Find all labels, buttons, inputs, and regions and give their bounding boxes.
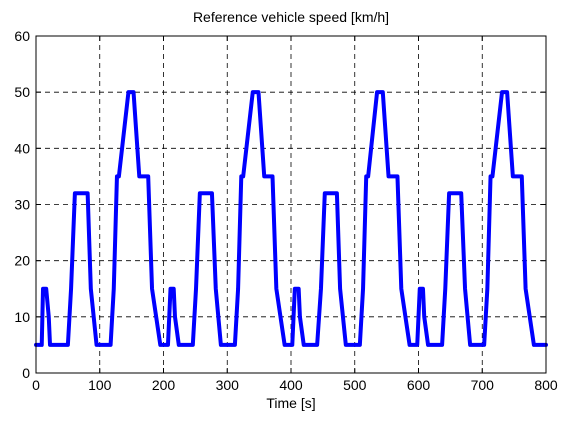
x-tick-label: 0	[32, 377, 40, 393]
y-tick-label: 60	[14, 28, 30, 44]
series-layer	[34, 90, 548, 347]
x-tick-label: 500	[343, 377, 367, 393]
speed-series-line	[34, 90, 548, 347]
chart-title: Reference vehicle speed [km/h]	[193, 9, 389, 25]
x-tick-label: 100	[88, 377, 112, 393]
x-tick-label: 200	[152, 377, 176, 393]
y-tick-label: 0	[22, 365, 30, 381]
x-tick-label: 300	[216, 377, 240, 393]
y-tick-label: 50	[14, 84, 30, 100]
y-tick-label: 10	[14, 309, 30, 325]
x-tick-label: 800	[534, 377, 558, 393]
y-tick-label: 20	[14, 253, 30, 269]
y-tick-label: 30	[14, 197, 30, 213]
x-tick-label: 600	[407, 377, 431, 393]
x-tick-label: 700	[471, 377, 495, 393]
ticks: 0 100 200 300 400 500 600 700 800 0 10 20 30 40 50 60	[14, 28, 557, 393]
x-axis-label: Time [s]	[266, 395, 315, 411]
y-tick-label: 40	[14, 140, 30, 156]
x-tick-label: 400	[279, 377, 303, 393]
